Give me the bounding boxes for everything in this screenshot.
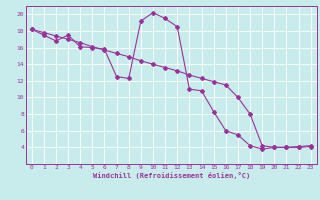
X-axis label: Windchill (Refroidissement éolien,°C): Windchill (Refroidissement éolien,°C) [92, 172, 250, 179]
